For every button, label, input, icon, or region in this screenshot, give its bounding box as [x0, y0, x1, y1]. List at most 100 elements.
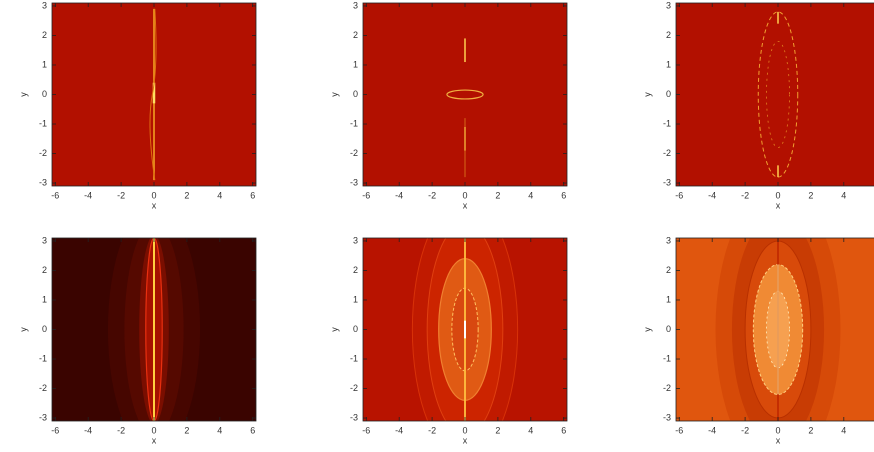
y-tick-label: -1: [663, 353, 671, 363]
y-tick-label: -3: [39, 412, 47, 422]
y-tick-label: 3: [353, 0, 358, 10]
x-tick-label: 2: [495, 425, 500, 435]
x-tick-label: -2: [428, 190, 436, 200]
y-tick-label: 0: [42, 89, 47, 99]
y-tick-label: 0: [42, 324, 47, 334]
x-tick-label: -4: [708, 190, 716, 200]
y-tick-label: 3: [42, 0, 47, 10]
x-tick-label: 0: [462, 190, 467, 200]
figure: -6 -4 -2 0 2 4 6 -3 -2 -1 0 1 2 3 x y -6 -4 -2 0 2 4 6 -3 -2 -1 0 1…: [0, 0, 874, 452]
y-tick-label: 0: [666, 89, 671, 99]
y-axis-label: y: [18, 92, 28, 97]
x-axis-label: x: [776, 435, 781, 445]
y-tick-label: 1: [666, 294, 671, 304]
field-image: [52, 3, 256, 186]
x-tick-label: 4: [217, 190, 222, 200]
y-tick-label: 1: [666, 59, 671, 69]
x-axis-label: x: [463, 435, 468, 445]
y-tick-label: 0: [666, 324, 671, 334]
field-background: [676, 3, 874, 186]
y-tick-label: 3: [666, 0, 671, 10]
x-axis-label: x: [152, 200, 157, 210]
y-tick-label: -3: [350, 412, 358, 422]
y-tick-label: 1: [42, 294, 47, 304]
x-tick-label: -4: [84, 190, 92, 200]
y-tick-label: -3: [663, 412, 671, 422]
x-tick-label: 0: [775, 425, 780, 435]
field-image: [676, 188, 874, 452]
x-tick-label: 6: [561, 425, 566, 435]
y-tick-label: 2: [666, 265, 671, 275]
panel: -6 -4 -2 0 2 4 6 -3 -2 -1 0 1 2 3 x y: [18, 0, 256, 210]
x-tick-label: -2: [741, 425, 749, 435]
y-tick-label: 3: [666, 235, 671, 245]
y-tick-label: 2: [42, 30, 47, 40]
panel: -6-4-20246-3-2-10123xy: [329, 0, 567, 210]
y-tick-label: -1: [350, 118, 358, 128]
y-tick-label: 3: [353, 235, 358, 245]
x-tick-label: 4: [217, 425, 222, 435]
y-tick-label: 1: [353, 59, 358, 69]
x-tick-label: 4: [841, 425, 846, 435]
y-tick-label: -1: [39, 353, 47, 363]
y-tick-label: -2: [663, 148, 671, 158]
x-tick-label: 2: [495, 190, 500, 200]
y-axis-label: y: [18, 327, 28, 332]
y-axis-label: y: [642, 92, 652, 97]
y-tick-label: 0: [353, 324, 358, 334]
x-tick-label: 2: [184, 425, 189, 435]
x-tick-label: -4: [395, 425, 403, 435]
x-tick-label: -4: [84, 425, 92, 435]
y-tick-label: -1: [663, 118, 671, 128]
x-tick-label: 0: [151, 190, 156, 200]
y-tick-label: 2: [666, 30, 671, 40]
x-tick-label: -6: [675, 190, 683, 200]
y-tick-label: 2: [42, 265, 47, 275]
x-tick-label: 6: [561, 190, 566, 200]
field-image: [363, 200, 567, 452]
y-tick-label: 1: [42, 59, 47, 69]
x-tick-label: -6: [51, 190, 59, 200]
y-tick-label: -2: [39, 383, 47, 393]
x-axis-label: x: [463, 200, 468, 210]
x-tick-label: -2: [117, 190, 125, 200]
y-tick-label: 2: [353, 265, 358, 275]
x-tick-label: -2: [117, 425, 125, 435]
x-tick-label: 4: [528, 425, 533, 435]
x-tick-label: -6: [51, 425, 59, 435]
x-tick-label: -6: [362, 190, 370, 200]
y-axis-label: y: [642, 327, 652, 332]
y-tick-label: 0: [353, 89, 358, 99]
x-tick-label: 0: [462, 425, 467, 435]
x-tick-label: -2: [428, 425, 436, 435]
x-tick-label: 2: [808, 425, 813, 435]
y-tick-label: -2: [350, 383, 358, 393]
x-tick-label: -6: [675, 425, 683, 435]
x-tick-label: -2: [741, 190, 749, 200]
x-tick-label: -6: [362, 425, 370, 435]
panel: -6 -4 -2 0 2 4 6 -3 -2 -1 0 1 2 3 x y: [18, 206, 256, 452]
x-tick-label: 6: [250, 190, 255, 200]
y-axis-label: y: [329, 327, 339, 332]
x-tick-label: 4: [528, 190, 533, 200]
x-tick-label: 6: [250, 425, 255, 435]
x-tick-label: 0: [775, 190, 780, 200]
y-tick-label: -2: [39, 148, 47, 158]
y-tick-label: -2: [350, 148, 358, 158]
x-tick-label: 2: [808, 190, 813, 200]
x-tick-label: -4: [395, 190, 403, 200]
x-tick-label: 4: [841, 190, 846, 200]
x-tick-label: 0: [151, 425, 156, 435]
y-tick-label: 3: [42, 235, 47, 245]
y-tick-label: -3: [350, 177, 358, 187]
y-tick-label: -1: [39, 118, 47, 128]
x-axis-label: x: [152, 435, 157, 445]
y-tick-label: -3: [39, 177, 47, 187]
y-tick-label: -3: [663, 177, 671, 187]
x-tick-label: 2: [184, 190, 189, 200]
page: -6 -4 -2 0 2 4 6 -3 -2 -1 0 1 2 3 x y -6 -4 -2 0 2 4 6 -3 -2 -1 0 1…: [0, 0, 874, 452]
x-tick-label: -4: [708, 425, 716, 435]
